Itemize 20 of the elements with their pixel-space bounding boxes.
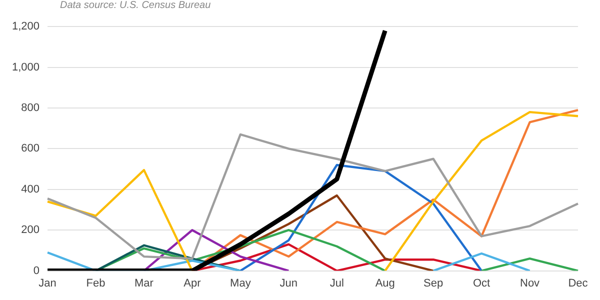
y-tick-label: 600 <box>21 142 40 155</box>
y-tick-label: 1,000 <box>12 61 40 74</box>
x-tick-label: Feb <box>86 277 106 290</box>
y-tick-label: 400 <box>21 183 40 196</box>
x-tick-label: Sep <box>424 277 444 290</box>
chart-subtitle: Data source: U.S. Census Bureau <box>60 0 211 12</box>
x-tick-label: Jun <box>280 277 298 290</box>
x-tick-label: Jul <box>330 277 344 290</box>
x-tick-label: Nov <box>520 277 540 290</box>
y-tick-label: 200 <box>21 224 40 236</box>
y-tick-label: 800 <box>21 102 40 114</box>
x-tick-label: May <box>230 277 252 290</box>
y-tick-label: 0 <box>33 264 40 277</box>
x-tick-label: Jan <box>38 277 56 290</box>
x-tick-label: Apr <box>184 277 202 290</box>
x-tick-label: Aug <box>375 277 395 290</box>
x-tick-label: Dec <box>568 277 588 290</box>
x-tick-label: Mar <box>134 277 154 290</box>
x-tick-label: Oct <box>472 277 490 290</box>
y-tick-label: 1,200 <box>12 20 40 33</box>
